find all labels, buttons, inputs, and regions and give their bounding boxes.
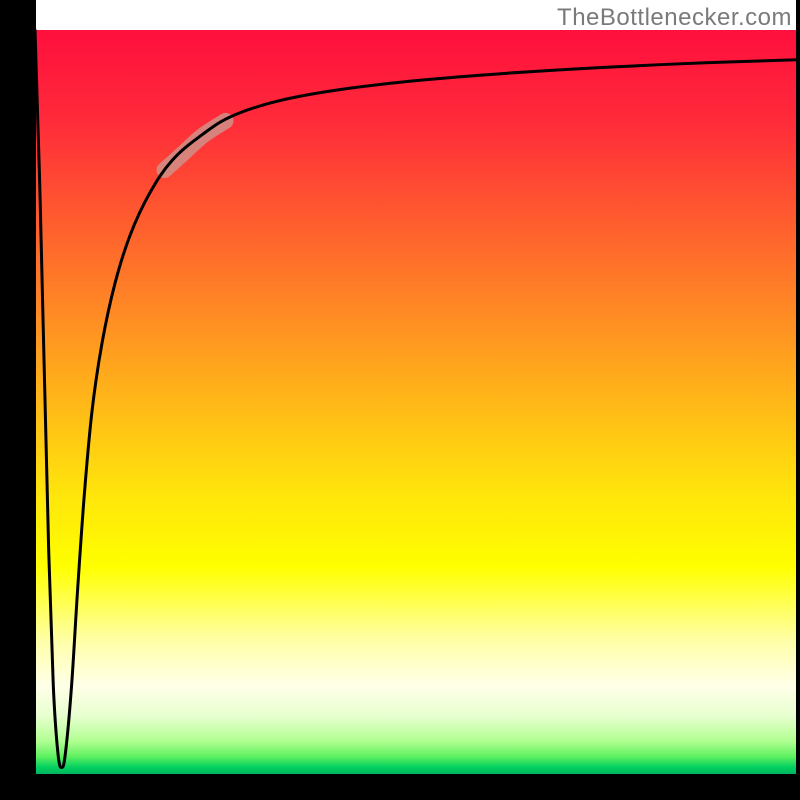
- bottleneck-chart: [0, 0, 800, 800]
- plot-background: [35, 30, 797, 775]
- frame-left: [0, 0, 36, 800]
- figure-container: TheBottlenecker.com: [0, 0, 800, 800]
- watermark-text: TheBottlenecker.com: [557, 4, 792, 32]
- frame-right: [796, 0, 800, 800]
- frame-bottom: [0, 774, 800, 800]
